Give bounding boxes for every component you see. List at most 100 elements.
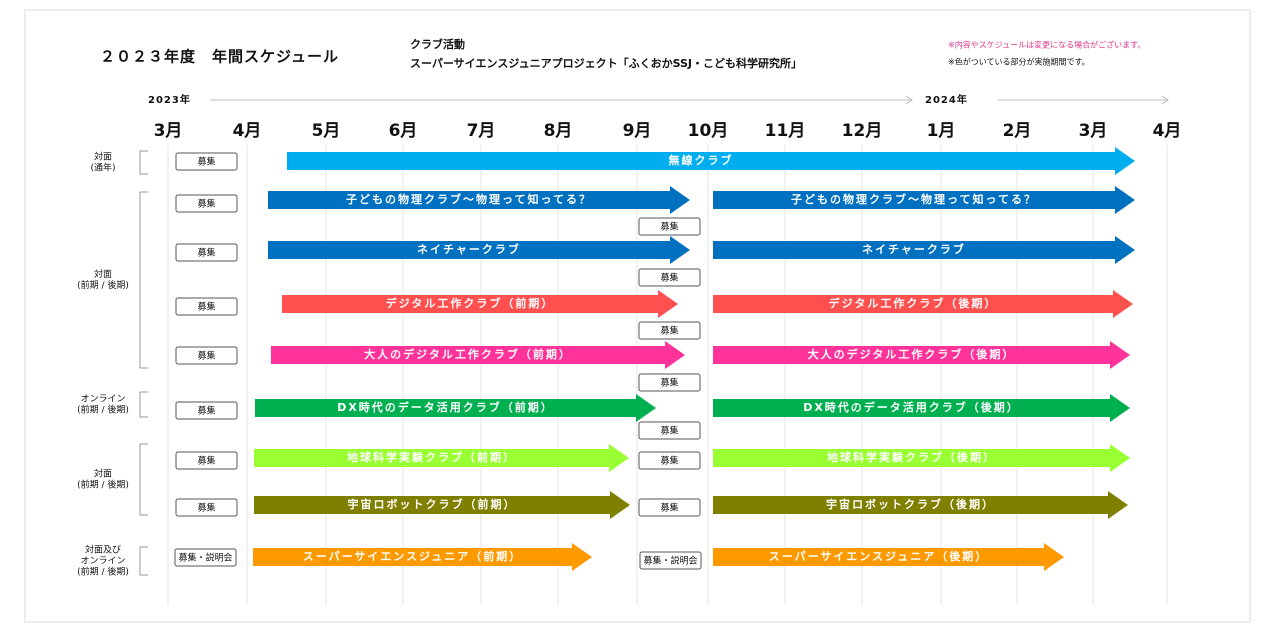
arrow-label: DX時代のデータ活用クラブ（後期） — [803, 400, 1020, 414]
month-label: 6月 — [389, 121, 418, 141]
arrow-label: 宇宙ロボットクラブ（後期） — [826, 497, 995, 511]
arrow-label: 子どもの物理クラブ～物理って知ってる？ — [791, 192, 1037, 206]
month-label: 4月 — [1153, 121, 1182, 141]
recruit-box — [175, 243, 238, 262]
arrow-label: ネイチャークラブ — [417, 242, 521, 256]
group-label: 対面及び — [85, 544, 121, 556]
month-label: 4月 — [233, 121, 262, 141]
group-label: (前期 / 後期) — [77, 404, 129, 416]
bracket — [139, 191, 148, 369]
month-label: 10月 — [688, 121, 729, 141]
arrow-label: ネイチャークラブ — [862, 242, 966, 256]
period-arrow — [282, 290, 678, 318]
recruit-label: 募集 — [660, 272, 678, 284]
recruit-label: 募集 — [197, 198, 215, 210]
arrow-label: 子どもの物理クラブ～物理って知ってる？ — [346, 192, 592, 206]
group-label: (通年) — [90, 162, 115, 174]
month-label: 1月 — [927, 121, 956, 141]
period-arrow — [713, 543, 1064, 571]
recruit-label: 募集 — [197, 502, 215, 514]
recruit-label: 募集 — [660, 221, 678, 233]
recruit-box — [638, 268, 701, 287]
period-arrow — [713, 341, 1130, 369]
subtitle: クラブ活動 — [410, 37, 465, 51]
recruit-box — [638, 451, 701, 470]
arrow-label: 地球科学実験クラブ（前期） — [347, 450, 516, 464]
period-arrow — [713, 186, 1135, 214]
recruit-box — [175, 401, 238, 420]
period-arrow — [268, 236, 690, 264]
month-label: 12月 — [842, 121, 883, 141]
recruit-box — [638, 217, 701, 236]
month-label: 8月 — [544, 121, 573, 141]
year-line — [210, 95, 1169, 105]
recruit-label: 募集 — [660, 425, 678, 437]
period-arrow — [287, 147, 1135, 175]
recruit-box — [175, 498, 238, 517]
recruit-box — [638, 321, 701, 340]
month-label: 11月 — [765, 121, 806, 141]
recruit-label: 募集 — [197, 247, 215, 259]
frame — [24, 9, 1251, 623]
arrow-label: デジタル工作クラブ（後期） — [829, 296, 998, 310]
bracket — [139, 150, 148, 175]
recruit-label: 募集 — [197, 405, 215, 417]
bracket — [139, 391, 148, 418]
recruit-label: 募集 — [660, 325, 678, 337]
recruit-label: 募集・説明会 — [178, 552, 232, 564]
period-arrow — [271, 341, 685, 369]
period-arrow — [253, 543, 592, 571]
recruit-label: 募集 — [197, 301, 215, 313]
period-arrow — [713, 394, 1130, 422]
group-label: (前期 / 後期) — [77, 479, 129, 491]
arrow-label: 大人のデジタル工作クラブ（前期） — [364, 347, 572, 361]
period-arrow — [254, 491, 630, 519]
recruit-label: 募集 — [197, 156, 215, 168]
period-arrow — [268, 186, 690, 214]
group-label: 対面 — [94, 151, 112, 163]
recruit-box — [639, 551, 702, 570]
note: ※内容やスケジュールは変更になる場合がございます。 — [948, 40, 1145, 50]
recruit-label: 募集 — [660, 377, 678, 389]
group-label: 対面 — [94, 468, 112, 480]
period-arrow — [713, 491, 1128, 519]
recruit-label: 募集 — [197, 350, 215, 362]
recruit-box — [638, 498, 701, 517]
recruit-box — [175, 346, 238, 365]
recruit-box — [174, 548, 237, 567]
subtitle: スーパーサイエンスジュニアプロジェクト「ふくおかSSJ・こども科学研究所」 — [410, 56, 802, 70]
bracket — [139, 443, 148, 516]
arrow-label: 宇宙ロボットクラブ（前期） — [348, 497, 517, 511]
arrow-label: スーパーサイエンスジュニア（後期） — [769, 549, 989, 563]
recruit-box — [175, 297, 238, 316]
recruit-box — [175, 152, 238, 171]
month-label: 3月 — [154, 121, 183, 141]
recruit-box — [638, 421, 701, 440]
recruit-label: 募集・説明会 — [643, 555, 697, 567]
recruit-label: 募集 — [660, 455, 678, 467]
recruit-label: 募集 — [660, 502, 678, 514]
arrow-label: 無線クラブ — [669, 153, 734, 167]
group-label: (前期 / 後期) — [77, 566, 129, 578]
month-label: 7月 — [467, 121, 496, 141]
period-arrow — [255, 394, 656, 422]
period-arrow — [713, 236, 1135, 264]
recruit-label: 募集 — [197, 455, 215, 467]
group-label: 対面 — [94, 268, 112, 280]
period-arrow — [254, 444, 629, 472]
month-label: 5月 — [312, 121, 341, 141]
group-label: オンライン — [80, 556, 125, 567]
arrow-label: スーパーサイエンスジュニア（前期） — [303, 549, 523, 563]
arrow-label: 大人のデジタル工作クラブ（後期） — [808, 347, 1016, 361]
title: ２０２３年度 年間スケジュール — [100, 48, 339, 66]
month-label: 2月 — [1003, 121, 1032, 141]
recruit-box — [175, 451, 238, 470]
month-label: 9月 — [623, 121, 652, 141]
arrow-label: デジタル工作クラブ（前期） — [386, 296, 555, 310]
bracket — [139, 546, 148, 576]
period-arrow — [713, 290, 1133, 318]
year-label: 2023年 — [148, 93, 191, 106]
group-label: (前期 / 後期) — [77, 279, 129, 291]
year-label: 2024年 — [925, 93, 968, 106]
